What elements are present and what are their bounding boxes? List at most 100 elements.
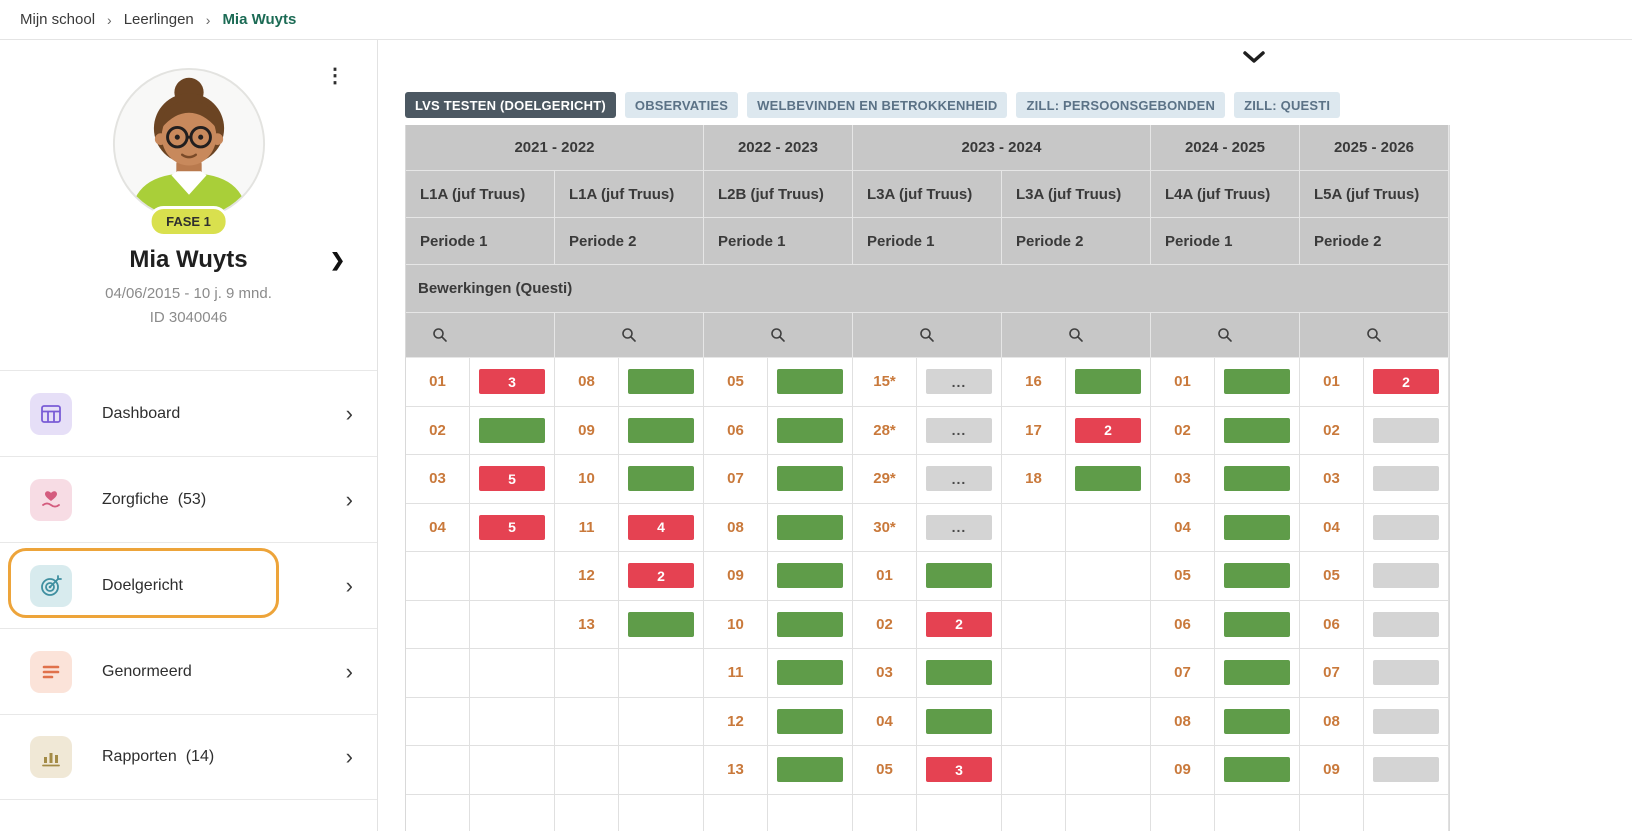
result-cell[interactable]: 3	[470, 358, 555, 407]
result-cell[interactable]: ...	[917, 455, 1002, 504]
result-cell[interactable]: 2	[1066, 406, 1151, 455]
result-cell[interactable]	[1215, 358, 1300, 407]
expand-profile-chevron-icon[interactable]: ❯	[330, 250, 346, 270]
score-bar-gray[interactable]	[1373, 611, 1439, 637]
result-cell[interactable]	[1215, 697, 1300, 746]
result-cell[interactable]	[1215, 649, 1300, 698]
result-cell[interactable]: ...	[917, 406, 1002, 455]
score-bar-gray[interactable]: ...	[926, 417, 992, 443]
result-cell[interactable]	[917, 697, 1002, 746]
result-cell[interactable]: 2	[917, 600, 1002, 649]
score-bar-green[interactable]	[777, 757, 843, 783]
score-bar-green[interactable]	[777, 417, 843, 443]
result-cell[interactable]	[917, 649, 1002, 698]
score-bar-green[interactable]	[1224, 514, 1290, 540]
sidebar-item-rapporten[interactable]: Rapporten (14) ›	[0, 714, 377, 800]
tab-zill-questi[interactable]: ZILL: QUESTI	[1234, 92, 1341, 118]
score-bar-red[interactable]: 4	[628, 514, 694, 540]
result-cell[interactable]	[470, 406, 555, 455]
score-bar-green[interactable]	[1224, 660, 1290, 686]
result-cell[interactable]	[768, 406, 853, 455]
result-cell[interactable]	[1215, 503, 1300, 552]
score-bar-red[interactable]: 2	[1075, 417, 1141, 443]
score-bar-red[interactable]: 3	[479, 369, 545, 395]
column-search-button[interactable]	[406, 313, 555, 358]
score-bar-green[interactable]	[479, 417, 545, 443]
result-cell[interactable]	[1364, 746, 1449, 795]
score-bar-green[interactable]	[777, 466, 843, 492]
result-cell[interactable]	[619, 455, 704, 504]
tab-lvs-testen-doelgericht[interactable]: LVS TESTEN (DOELGERICHT)	[405, 92, 616, 118]
result-cell[interactable]	[1066, 358, 1151, 407]
score-bar-red[interactable]: 2	[926, 611, 992, 637]
score-bar-gray[interactable]	[1373, 708, 1439, 734]
score-bar-green[interactable]	[926, 563, 992, 589]
sidebar-item-zorgfiche[interactable]: Zorgfiche (53) ›	[0, 456, 377, 542]
result-cell[interactable]	[1215, 406, 1300, 455]
score-bar-gray[interactable]	[1373, 417, 1439, 443]
result-cell[interactable]	[1215, 552, 1300, 601]
score-bar-green[interactable]	[777, 708, 843, 734]
sidebar-item-genormeerd[interactable]: Genormeerd ›	[0, 628, 377, 714]
result-cell[interactable]	[917, 552, 1002, 601]
sidebar-item-doelgericht[interactable]: Doelgericht ›	[0, 542, 377, 628]
result-cell[interactable]	[1215, 746, 1300, 795]
score-bar-green[interactable]	[1224, 708, 1290, 734]
result-cell[interactable]	[768, 503, 853, 552]
score-bar-gray[interactable]	[1373, 660, 1439, 686]
result-cell[interactable]	[768, 455, 853, 504]
result-cell[interactable]: ...	[917, 503, 1002, 552]
tab-observaties[interactable]: OBSERVATIES	[624, 92, 739, 118]
result-cell[interactable]	[619, 406, 704, 455]
result-cell[interactable]	[1364, 649, 1449, 698]
result-cell[interactable]	[1364, 406, 1449, 455]
score-bar-green[interactable]	[777, 563, 843, 589]
result-cell[interactable]	[1066, 455, 1151, 504]
result-cell[interactable]	[1364, 552, 1449, 601]
score-bar-red[interactable]: 2	[1373, 369, 1439, 395]
score-bar-red[interactable]: 5	[479, 514, 545, 540]
score-bar-green[interactable]	[1224, 466, 1290, 492]
column-search-button[interactable]	[1151, 313, 1300, 358]
breadcrumb-leerlingen[interactable]: Leerlingen	[123, 11, 194, 28]
score-bar-green[interactable]	[628, 466, 694, 492]
result-cell[interactable]: 5	[470, 503, 555, 552]
column-search-button[interactable]	[1002, 313, 1151, 358]
score-bar-gray[interactable]	[1373, 563, 1439, 589]
score-bar-green[interactable]	[1075, 466, 1141, 492]
result-cell[interactable]	[768, 649, 853, 698]
score-bar-green[interactable]	[628, 417, 694, 443]
result-cell[interactable]	[768, 746, 853, 795]
score-bar-gray[interactable]: ...	[926, 514, 992, 540]
result-cell[interactable]	[619, 600, 704, 649]
score-bar-green[interactable]	[777, 369, 843, 395]
result-cell[interactable]: 2	[1364, 358, 1449, 407]
score-bar-green[interactable]	[777, 514, 843, 540]
score-bar-green[interactable]	[1075, 369, 1141, 395]
kebab-menu-icon[interactable]: ⋮	[325, 65, 345, 87]
collapse-panel-button[interactable]	[1240, 48, 1268, 68]
score-bar-green[interactable]	[1224, 369, 1290, 395]
score-bar-green[interactable]	[1224, 757, 1290, 783]
column-search-button[interactable]	[704, 313, 853, 358]
score-bar-green[interactable]	[628, 369, 694, 395]
score-bar-green[interactable]	[926, 660, 992, 686]
result-cell[interactable]	[768, 600, 853, 649]
result-cell[interactable]: 4	[619, 503, 704, 552]
result-cell[interactable]	[768, 552, 853, 601]
score-bar-green[interactable]	[777, 611, 843, 637]
tab-welbevinden-en-betrokkenheid[interactable]: WELBEVINDEN EN BETROKKENHEID	[747, 92, 1008, 118]
breadcrumb-mijn-school[interactable]: Mijn school	[20, 11, 96, 28]
result-cell[interactable]	[619, 358, 704, 407]
sidebar-item-dashboard[interactable]: Dashboard ›	[0, 370, 377, 456]
result-cell[interactable]	[1215, 455, 1300, 504]
score-bar-green[interactable]	[1224, 563, 1290, 589]
score-bar-gray[interactable]: ...	[926, 369, 992, 395]
score-bar-green[interactable]	[1224, 611, 1290, 637]
tab-zill-persoonsgebonden[interactable]: ZILL: PERSOONSGEBONDEN	[1016, 92, 1226, 118]
result-cell[interactable]	[1364, 697, 1449, 746]
score-bar-red[interactable]: 2	[628, 563, 694, 589]
score-bar-red[interactable]: 5	[479, 466, 545, 492]
result-cell[interactable]	[768, 697, 853, 746]
score-bar-green[interactable]	[628, 611, 694, 637]
